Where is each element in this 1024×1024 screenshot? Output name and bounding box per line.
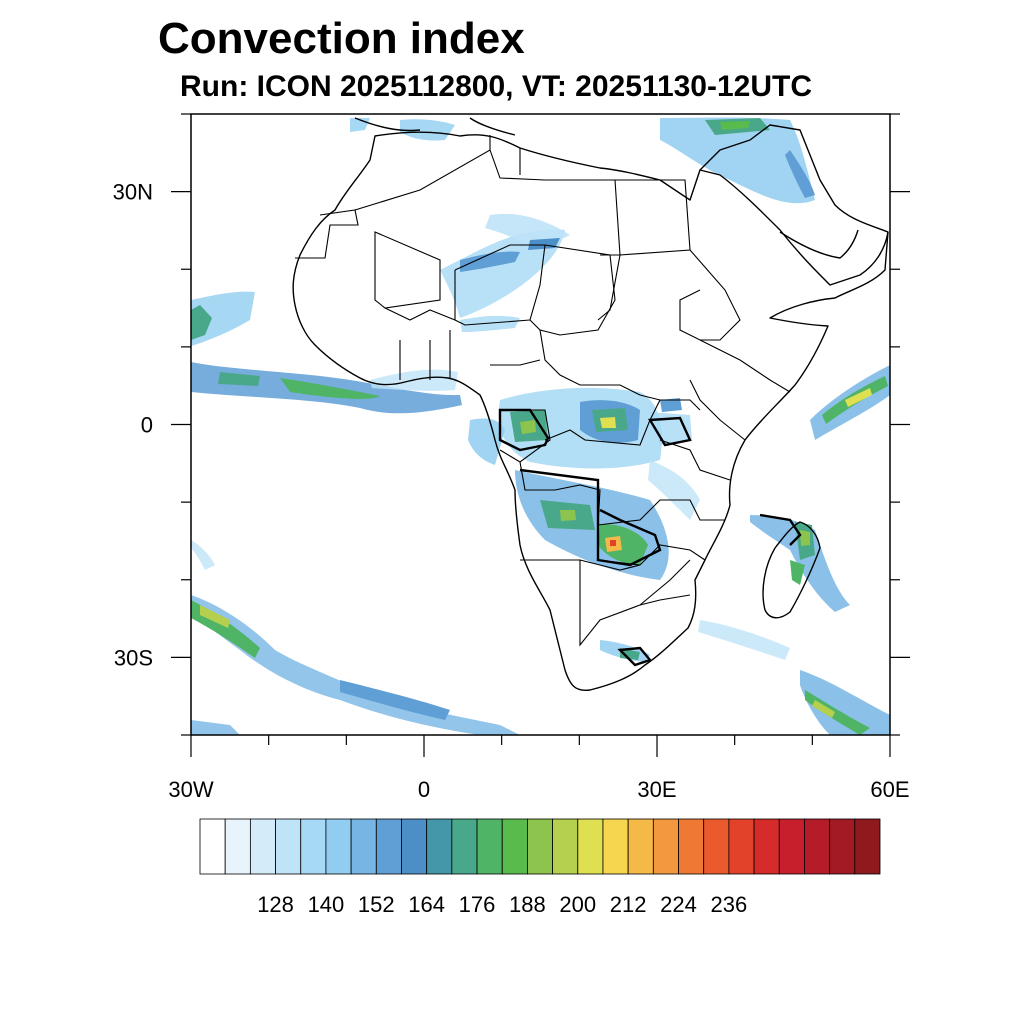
highlight-outlines [498,408,802,667]
colorbar-swatch [350,818,377,875]
country-borders [295,135,791,666]
colorbar-swatch [829,818,856,875]
colorbar-swatch [753,818,780,875]
colorbar-swatch [476,818,503,875]
colorbar-label: 200 [559,892,596,917]
colorbar-swatch [602,818,629,875]
lat-tick-label: 30S [114,645,153,670]
lon-tick-label: 0 [418,777,430,802]
chart-title: Convection index [158,14,525,63]
colorbar-swatch [249,818,276,875]
field-southern-ocean [800,670,890,735]
colorbar-swatch [325,818,352,875]
colorbar-label: 224 [660,892,697,917]
colorbar-swatch [275,818,302,875]
field-sahara [440,229,565,318]
colorbar-label: 164 [408,892,445,917]
colorbar-swatch [577,818,604,875]
colorbar-swatch [401,818,428,875]
colorbar-swatch [501,818,528,875]
africa-coastline [292,124,889,692]
colorbar-swatch [678,818,705,875]
lat-tick-label: 30N [113,180,153,205]
colorbar-label: 236 [711,892,748,917]
colorbar-swatch [426,818,453,875]
axis-tick-labels: 30N 0 30S 30W 0 30E 60E [113,180,910,802]
colorbar-swatch [778,818,805,875]
colorbar-swatch [451,818,478,875]
madagascar-coastline [762,521,821,619]
arabia-coastline [699,169,889,286]
mediterranean-coast [354,117,516,136]
colorbar-swatch [854,818,881,875]
colorbar-label: 152 [358,892,395,917]
colorbar-swatch [627,818,654,875]
colorbar-swatch [300,818,327,875]
colorbar-swatch [652,818,679,875]
convection-fields [191,117,890,735]
lon-tick-label: 60E [870,777,909,802]
colorbar [199,818,881,875]
colorbar-labels: 128 140 152 164 176 188 200 212 224 236 [257,892,747,917]
colorbar-swatch [199,818,226,875]
colorbar-swatch [703,818,730,875]
colorbar-label: 188 [509,892,546,917]
lat-tick-label: 0 [141,413,153,438]
colorbar-label: 176 [459,892,496,917]
colorbar-swatch [375,818,402,875]
chart-subtitle: Run: ICON 2025112800, VT: 20251130-12UTC [180,70,813,103]
plot-area [191,114,890,735]
lon-tick-label: 30W [168,777,213,802]
colorbar-label: 128 [257,892,294,917]
colorbar-swatch [728,818,755,875]
coastlines [292,117,889,692]
colorbar-swatch [527,818,553,875]
colorbar-swatch [552,818,579,875]
colorbar-label: 212 [610,892,647,917]
colorbar-swatch [804,818,831,875]
colorbar-swatch [224,818,251,875]
axis-ticks [171,113,910,757]
colorbar-label: 140 [308,892,345,917]
lon-tick-label: 30E [637,777,676,802]
